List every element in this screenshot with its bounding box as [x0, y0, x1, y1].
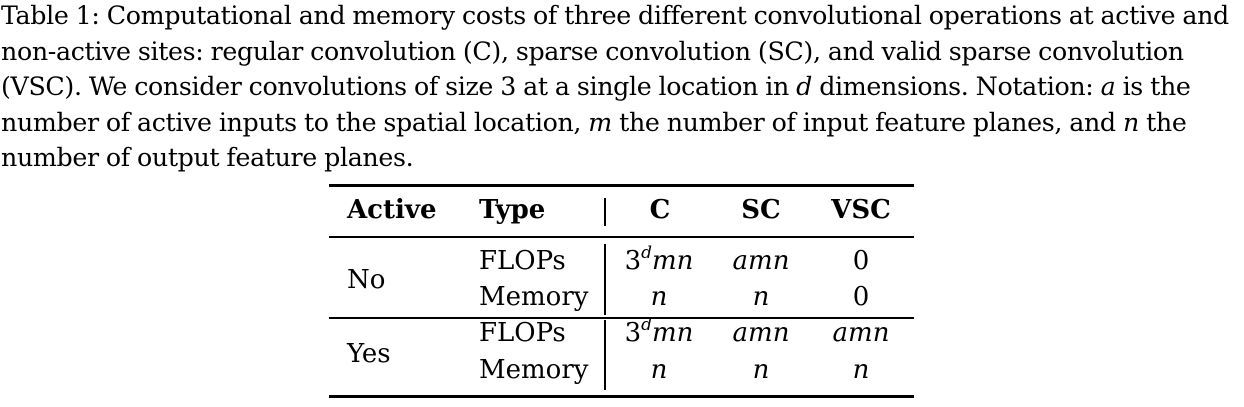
- type-cell: Memory: [479, 282, 589, 312]
- caption-text: the: [1138, 107, 1187, 137]
- caption-text: non-active sites: regular convolution (C…: [1, 36, 1184, 66]
- header-sc: SC: [741, 195, 781, 225]
- c-memory-cell: n: [650, 282, 668, 312]
- caption-math-symbol: m: [588, 107, 612, 137]
- sc-flops-cell: amn: [732, 318, 790, 348]
- caption-line: non-active sites: regular convolution (C…: [1, 34, 1241, 70]
- column-divider: [604, 244, 606, 315]
- sc-memory-cell: n: [752, 355, 770, 385]
- top-rule: [329, 184, 914, 187]
- caption-line: (VSC). We consider convolutions of size …: [1, 69, 1241, 105]
- caption-text: the number of input feature planes, and: [611, 107, 1123, 137]
- caption-text: is the: [1115, 72, 1191, 101]
- vsc-memory-cell: 0: [852, 282, 870, 312]
- active-cell-yes: Yes: [347, 339, 391, 369]
- header-active: Active: [347, 195, 437, 225]
- caption-text: number of output feature planes.: [1, 143, 414, 172]
- sc-flops-cell: amn: [732, 246, 790, 276]
- header-vsc: VSC: [831, 195, 891, 225]
- caption-text: number of active inputs to the spatial l…: [1, 107, 589, 137]
- caption-text: dimensions. Notation:: [812, 72, 1101, 101]
- column-divider: [604, 198, 606, 226]
- type-cell: FLOPs: [479, 318, 566, 348]
- sc-memory-cell: n: [752, 282, 770, 312]
- bottom-rule: [329, 395, 914, 398]
- caption-math-symbol: d: [796, 72, 812, 101]
- active-cell-no: No: [347, 265, 386, 295]
- c-flops-cell: 3dmn: [624, 243, 694, 277]
- header-c: C: [649, 195, 671, 225]
- header-rule: [329, 236, 914, 238]
- table-caption: Table 1: Computational and memory costs …: [1, 0, 1241, 176]
- caption-text: Table 1: Computational and memory costs …: [1, 1, 1229, 30]
- c-memory-cell: n: [650, 355, 668, 385]
- cost-table: Active Type C SC VSC No FLOPs 3dmn amn 0…: [329, 184, 914, 398]
- caption-math-symbol: a: [1100, 72, 1116, 101]
- vsc-flops-cell: amn: [832, 318, 890, 348]
- column-divider: [604, 320, 606, 390]
- caption-line: number of output feature planes.: [1, 140, 1241, 176]
- caption-math-symbol: n: [1122, 107, 1139, 137]
- type-cell: Memory: [479, 355, 589, 385]
- caption-line: Table 1: Computational and memory costs …: [1, 0, 1241, 34]
- group-separator-rule: [329, 317, 914, 319]
- type-cell: FLOPs: [479, 246, 566, 276]
- c-flops-cell: 3dmn: [624, 315, 694, 349]
- vsc-flops-cell: 0: [852, 246, 870, 276]
- caption-text: (VSC). We consider convolutions of size …: [1, 72, 797, 101]
- caption-line: number of active inputs to the spatial l…: [1, 105, 1241, 141]
- header-type: Type: [479, 195, 546, 225]
- vsc-memory-cell: n: [852, 355, 870, 385]
